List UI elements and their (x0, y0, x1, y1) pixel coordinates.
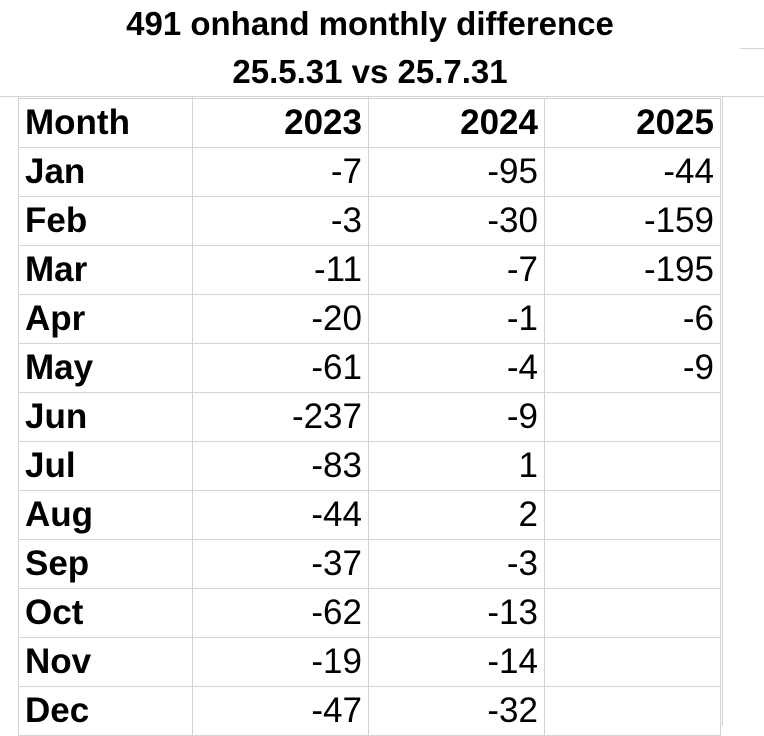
month-cell[interactable]: Jul (18, 441, 193, 491)
month-cell[interactable]: May (18, 343, 193, 393)
table-row: Jan -7 -95 -44 (18, 147, 721, 197)
table-row: Oct -62 -13 (18, 588, 721, 638)
value-2024-cell[interactable]: -3 (368, 539, 545, 589)
month-cell[interactable]: Aug (18, 490, 193, 540)
value-2024-cell[interactable]: -9 (368, 392, 545, 442)
table-row: Mar -11 -7 -195 (18, 245, 721, 295)
value-2024-cell[interactable]: -30 (368, 196, 545, 246)
month-cell[interactable]: Dec (18, 686, 193, 736)
value-2024-cell[interactable]: -1 (368, 294, 545, 344)
value-2023-cell[interactable]: -83 (192, 441, 369, 491)
value-2025-cell[interactable]: -159 (544, 196, 721, 246)
header-2025[interactable]: 2025 (544, 98, 721, 148)
value-2023-cell[interactable]: -7 (192, 147, 369, 197)
value-2025-cell[interactable]: -6 (544, 294, 721, 344)
value-2023-cell[interactable]: -37 (192, 539, 369, 589)
value-2025-cell[interactable] (544, 686, 721, 736)
table-row: Apr -20 -1 -6 (18, 294, 721, 344)
table-row: Nov -19 -14 (18, 637, 721, 687)
header-month[interactable]: Month (18, 98, 193, 148)
value-2025-cell[interactable]: -44 (544, 147, 721, 197)
table-row: Aug -44 2 (18, 490, 721, 540)
table-row: Jul -83 1 (18, 441, 721, 491)
table-row: May -61 -4 -9 (18, 343, 721, 393)
value-2023-cell[interactable]: -61 (192, 343, 369, 393)
header-row: Month 2023 2024 2025 (18, 98, 721, 148)
value-2023-cell[interactable]: -47 (192, 686, 369, 736)
value-2024-cell[interactable]: 1 (368, 441, 545, 491)
value-2025-cell[interactable]: -195 (544, 245, 721, 295)
value-2025-cell[interactable] (544, 588, 721, 638)
header-2023[interactable]: 2023 (192, 98, 369, 148)
header-2024[interactable]: 2024 (368, 98, 545, 148)
month-cell[interactable]: Sep (18, 539, 193, 589)
value-2024-cell[interactable]: -32 (368, 686, 545, 736)
monthly-difference-table: Month 2023 2024 2025 Jan -7 -95 -44 Feb -3 -30… (18, 98, 721, 736)
value-2023-cell[interactable]: -44 (192, 490, 369, 540)
value-2024-cell[interactable]: 2 (368, 490, 545, 540)
month-cell[interactable]: Apr (18, 294, 193, 344)
value-2023-cell[interactable]: -11 (192, 245, 369, 295)
month-cell[interactable]: Mar (18, 245, 193, 295)
value-2024-cell[interactable]: -13 (368, 588, 545, 638)
month-cell[interactable]: Nov (18, 637, 193, 687)
value-2023-cell[interactable]: -20 (192, 294, 369, 344)
value-2024-cell[interactable]: -7 (368, 245, 545, 295)
value-2025-cell[interactable] (544, 490, 721, 540)
table-row: Dec -47 -32 (18, 686, 721, 736)
value-2023-cell[interactable]: -3 (192, 196, 369, 246)
month-cell[interactable]: Jun (18, 392, 193, 442)
table-row: Sep -37 -3 (18, 539, 721, 589)
value-2024-cell[interactable]: -4 (368, 343, 545, 393)
sheet-title: 491 onhand monthly difference (0, 0, 740, 48)
month-cell[interactable]: Oct (18, 588, 193, 638)
value-2025-cell[interactable]: -9 (544, 343, 721, 393)
month-cell[interactable]: Feb (18, 196, 193, 246)
value-2023-cell[interactable]: -19 (192, 637, 369, 687)
value-2025-cell[interactable] (544, 441, 721, 491)
value-2025-cell[interactable] (544, 539, 721, 589)
value-2024-cell[interactable]: -14 (368, 637, 545, 687)
sheet-subtitle: 25.5.31 vs 25.7.31 (0, 48, 740, 96)
value-2025-cell[interactable] (544, 392, 721, 442)
value-2024-cell[interactable]: -95 (368, 147, 545, 197)
table-row: Jun -237 -9 (18, 392, 721, 442)
value-2023-cell[interactable]: -62 (192, 588, 369, 638)
value-2025-cell[interactable] (544, 637, 721, 687)
month-cell[interactable]: Jan (18, 147, 193, 197)
value-2023-cell[interactable]: -237 (192, 392, 369, 442)
table-row: Feb -3 -30 -159 (18, 196, 721, 246)
